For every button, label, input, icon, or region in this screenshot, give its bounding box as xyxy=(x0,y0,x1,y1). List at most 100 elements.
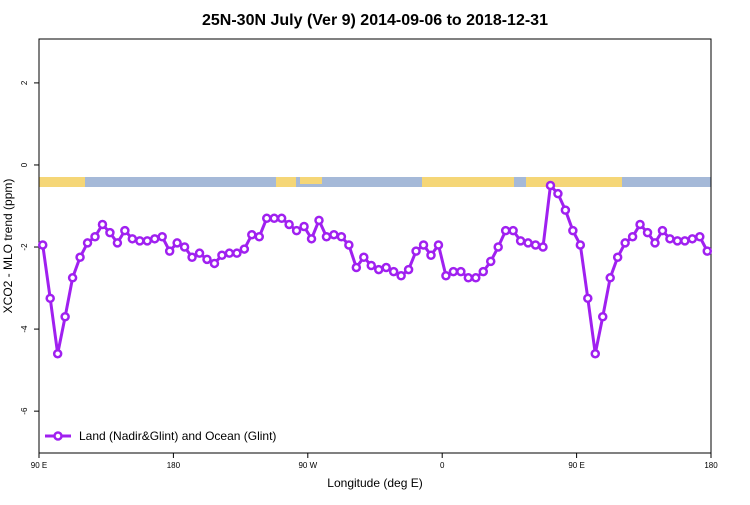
land-band xyxy=(422,177,514,187)
point xyxy=(232,248,242,258)
point xyxy=(650,238,660,248)
point xyxy=(508,225,518,236)
point xyxy=(194,248,205,258)
point xyxy=(336,232,347,242)
point xyxy=(75,252,85,263)
point xyxy=(523,238,533,248)
point xyxy=(105,227,115,238)
point xyxy=(291,225,302,236)
x-tick-label: 90 E xyxy=(31,461,47,470)
point xyxy=(67,273,78,283)
point xyxy=(127,234,138,244)
point xyxy=(411,246,421,256)
point xyxy=(642,227,653,238)
point xyxy=(120,225,130,236)
point xyxy=(463,273,474,283)
land-band xyxy=(300,177,322,184)
land-band xyxy=(276,177,296,187)
point xyxy=(149,234,160,244)
point xyxy=(90,232,100,242)
point xyxy=(239,244,250,254)
point xyxy=(60,312,70,322)
y-tick-label: -4 xyxy=(20,325,29,333)
point xyxy=(142,236,153,246)
point xyxy=(52,348,63,359)
point xyxy=(448,266,459,277)
point xyxy=(635,219,645,230)
land-ocean-band xyxy=(39,177,711,187)
point xyxy=(112,238,123,248)
point xyxy=(157,232,167,242)
point xyxy=(135,236,145,246)
point xyxy=(687,234,698,244)
point xyxy=(254,232,265,242)
point xyxy=(456,266,466,277)
plot-frame xyxy=(38,38,712,454)
point xyxy=(187,252,197,263)
y-axis-label: XCO2 - MLO trend (ppm) xyxy=(1,179,15,314)
point xyxy=(381,262,391,273)
point xyxy=(441,270,451,281)
point xyxy=(351,262,362,273)
point xyxy=(620,238,630,248)
point xyxy=(172,238,182,248)
point xyxy=(560,205,571,215)
point xyxy=(597,312,608,322)
y-tick-label: -6 xyxy=(20,407,29,415)
point xyxy=(45,293,55,304)
point xyxy=(493,242,503,252)
point xyxy=(224,248,235,258)
point xyxy=(164,246,175,256)
legend-marker xyxy=(53,431,63,441)
point xyxy=(247,229,257,240)
point xyxy=(306,234,317,244)
legend-label: Land (Nadir&Glint) and Ocean (Glint) xyxy=(79,429,276,443)
point xyxy=(202,254,212,265)
point xyxy=(261,213,272,224)
y-tick-label: -2 xyxy=(20,243,29,251)
point xyxy=(590,348,601,359)
point xyxy=(344,240,354,250)
y-tick-label: 2 xyxy=(20,80,29,85)
point xyxy=(314,215,324,226)
point xyxy=(471,273,481,283)
point xyxy=(515,236,526,246)
point xyxy=(680,236,690,246)
point xyxy=(418,240,429,250)
point xyxy=(321,232,332,242)
point xyxy=(359,252,369,263)
point xyxy=(366,260,377,271)
point xyxy=(530,240,541,250)
x-tick-label: 180 xyxy=(704,461,718,470)
point xyxy=(396,270,406,281)
land-band xyxy=(39,177,85,187)
x-tick-label: 0 xyxy=(440,461,445,470)
point xyxy=(538,242,548,252)
chart-title: 25N-30N July (Ver 9) 2014-09-06 to 2018-… xyxy=(202,12,548,29)
point xyxy=(299,221,309,232)
point xyxy=(426,250,436,260)
point xyxy=(403,264,414,275)
point xyxy=(657,225,668,236)
point xyxy=(575,240,586,250)
point xyxy=(284,219,294,230)
point xyxy=(612,252,623,263)
point xyxy=(605,273,615,283)
x-axis-label: Longitude (deg E) xyxy=(327,476,422,490)
point xyxy=(672,236,683,246)
point xyxy=(583,293,593,304)
point xyxy=(269,213,279,224)
point xyxy=(500,225,511,236)
point xyxy=(568,225,578,236)
point xyxy=(433,240,444,250)
point xyxy=(388,266,399,277)
ocean-band xyxy=(39,177,711,187)
point xyxy=(209,258,220,269)
point xyxy=(545,180,556,191)
land-band xyxy=(526,177,622,187)
point xyxy=(276,213,287,224)
point xyxy=(37,240,48,250)
x-tick-label: 90 W xyxy=(298,461,317,470)
point xyxy=(702,246,713,256)
